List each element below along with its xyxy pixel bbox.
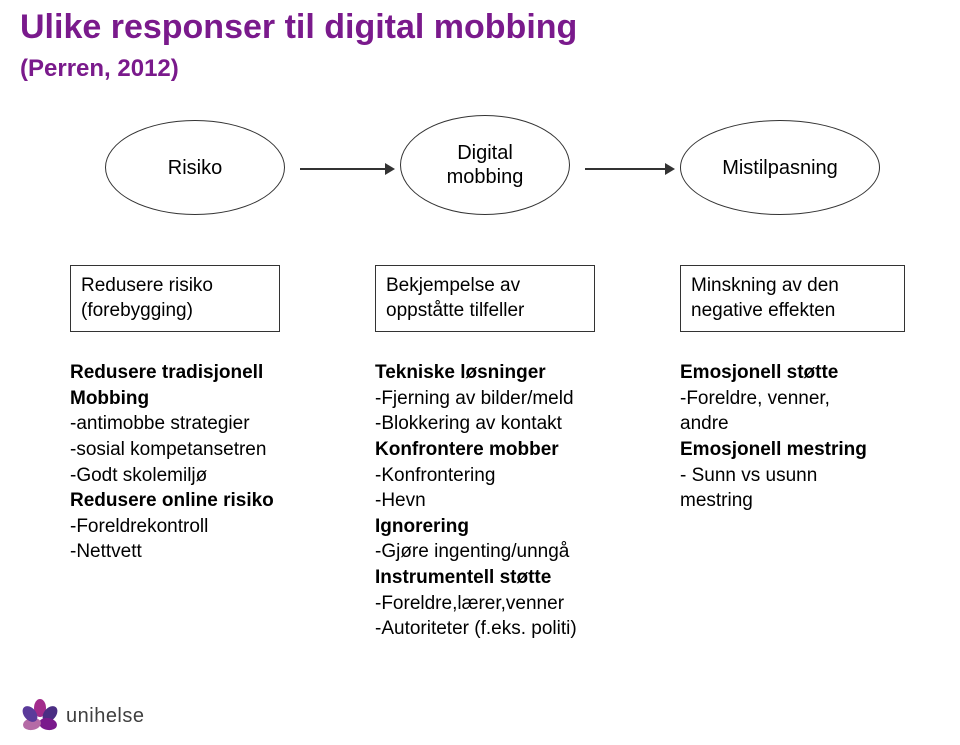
text-line: -Gjøre ingenting/unngå [375,539,655,565]
text-line: -Nettvett [70,539,330,565]
ellipse-risiko: Risiko [105,120,285,215]
arrow-1 [300,168,385,170]
text-line: andre [680,411,940,437]
logo-icon [20,699,60,733]
logo-text: unihelse [66,705,145,728]
text-line: Ignorering [375,514,655,540]
text-line: Tekniske løsninger [375,360,655,386]
text-line: - Sunn vs usunn [680,463,940,489]
text-line: -Blokkering av kontakt [375,411,655,437]
slide: Ulike responser til digital mobbing (Per… [0,0,960,745]
logo-petal [38,717,58,732]
text-line: mestring [680,488,940,514]
text-line: -Godt skolemiljø [70,463,330,489]
text-line: Emosjonell mestring [680,437,940,463]
page-title: Ulike responser til digital mobbing [20,8,577,47]
col-left: Redusere tradisjonellMobbing-antimobbe s… [70,360,330,565]
ellipse-mistilpasning: Mistilpasning [680,120,880,215]
col-right: Emosjonell støtte-Foreldre, venner, andr… [680,360,940,514]
text-line: -Fjerning av bilder/meld [375,386,655,412]
text-line: -Konfrontering [375,463,655,489]
box-line: Bekjempelse av [386,274,584,299]
text-line: -Autoriteter (f.eks. politi) [375,616,655,642]
page-subtitle: (Perren, 2012) [20,55,179,83]
box-bekjempe: Bekjempelse av oppståtte tilfeller [375,265,595,332]
text-line: -Foreldrekontroll [70,514,330,540]
arrow-2 [585,168,665,170]
text-line: Instrumentell støtte [375,565,655,591]
col-mid: Tekniske løsninger-Fjerning av bilder/me… [375,360,655,642]
box-line: oppståtte tilfeller [386,299,584,324]
text-line: Konfrontere mobber [375,437,655,463]
box-minskning: Minskning av den negative effekten [680,265,905,332]
text-line: -sosial kompetansetren [70,437,330,463]
text-line: -antimobbe strategier [70,411,330,437]
box-line: Minskning av den [691,274,894,299]
text-line: Redusere tradisjonell [70,360,330,386]
text-line: Mobbing [70,386,330,412]
box-redusere: Redusere risiko (forebygging) [70,265,280,332]
text-line: Redusere online risiko [70,488,330,514]
box-line: negative effekten [691,299,894,324]
text-line: -Foreldre, venner, [680,386,940,412]
box-line: Redusere risiko [81,274,269,299]
box-line: (forebygging) [81,299,269,324]
text-line: -Hevn [375,488,655,514]
ellipse-mobbing: Digitalmobbing [400,115,570,215]
text-line: Emosjonell støtte [680,360,940,386]
text-line: -Foreldre,lærer,venner [375,591,655,617]
logo: unihelse [20,699,145,733]
